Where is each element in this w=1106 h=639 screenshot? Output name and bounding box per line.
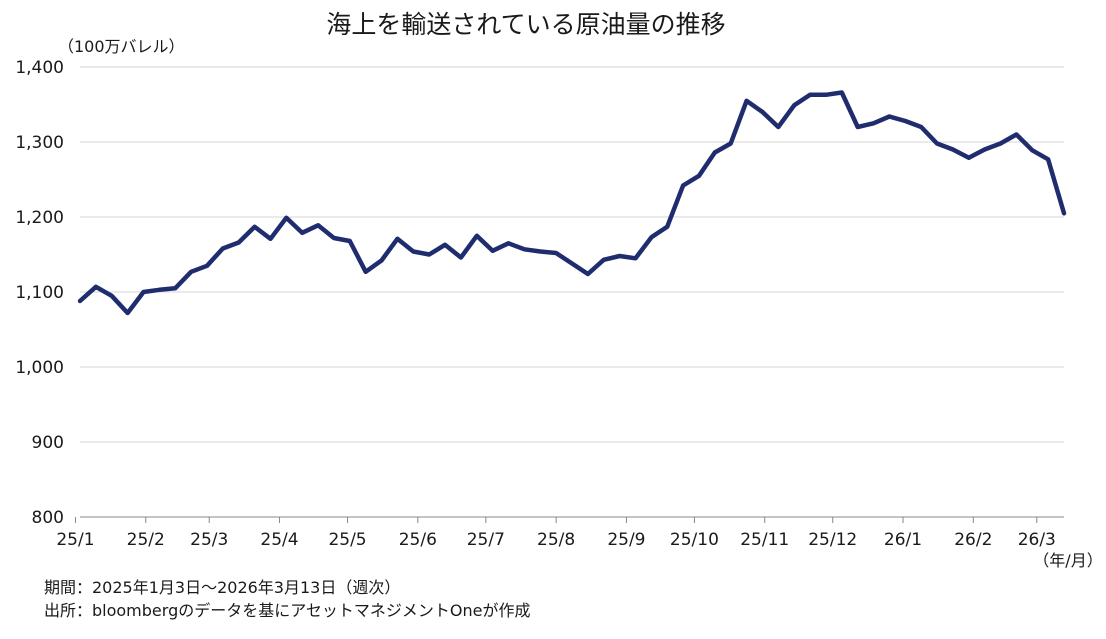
y-axis-ticks: 800 900 1,000 1,100 1,200 1,300 1,400: [15, 58, 64, 528]
x-tick-label: 26/3: [1018, 530, 1056, 550]
x-axis-ticks: 25/1 25/2 25/3 25/4 25/5 25/6 25/7 25/8 25/9 25/1…: [56, 517, 1056, 550]
chart-title: 海上を輸送されている原油量の推移: [326, 10, 725, 39]
x-tick-label: 25/2: [127, 530, 165, 550]
y-tick-label: 1,100: [15, 283, 64, 303]
x-tick-label: 25/8: [537, 530, 575, 550]
x-tick-label: 25/7: [467, 530, 505, 550]
gridlines: [80, 66, 1064, 443]
series-line-crude-volume: [77, 90, 1067, 316]
x-tick-label: 25/5: [328, 530, 366, 550]
y-tick-label: 1,200: [15, 208, 64, 228]
x-tick-label: 26/2: [954, 530, 992, 550]
y-tick-label: 900: [32, 433, 64, 453]
x-tick-label: 25/6: [399, 530, 437, 550]
y-axis-unit: （100万バレル）: [58, 37, 185, 56]
x-tick-label: 25/12: [808, 530, 857, 550]
chart-svg: 海上を輸送されている原油量の推移 （100万バレル） （年/月） 800 900 1…: [15, 10, 1102, 570]
x-tick-label: 25/4: [260, 530, 298, 550]
y-tick-label: 1,300: [15, 133, 64, 153]
x-tick-label: 25/3: [190, 530, 228, 550]
x-tick-label: 25/10: [670, 530, 719, 550]
y-tick-label: 1,400: [15, 58, 64, 78]
x-axis-unit: （年/月）: [1033, 551, 1102, 570]
x-tick-label: 25/11: [740, 530, 789, 550]
note-period: 期間：2025年1月3日～2026年3月13日（週次）: [44, 578, 401, 597]
y-tick-label: 1,000: [15, 358, 64, 378]
x-tick-label: 26/1: [884, 530, 922, 550]
y-tick-label: 800: [32, 508, 64, 528]
x-tick-label: 25/9: [607, 530, 645, 550]
note-source: 出所：bloombergのデータを基にアセットマネジメントOneが作成: [44, 601, 531, 620]
x-tick-label: 25/1: [56, 530, 94, 550]
